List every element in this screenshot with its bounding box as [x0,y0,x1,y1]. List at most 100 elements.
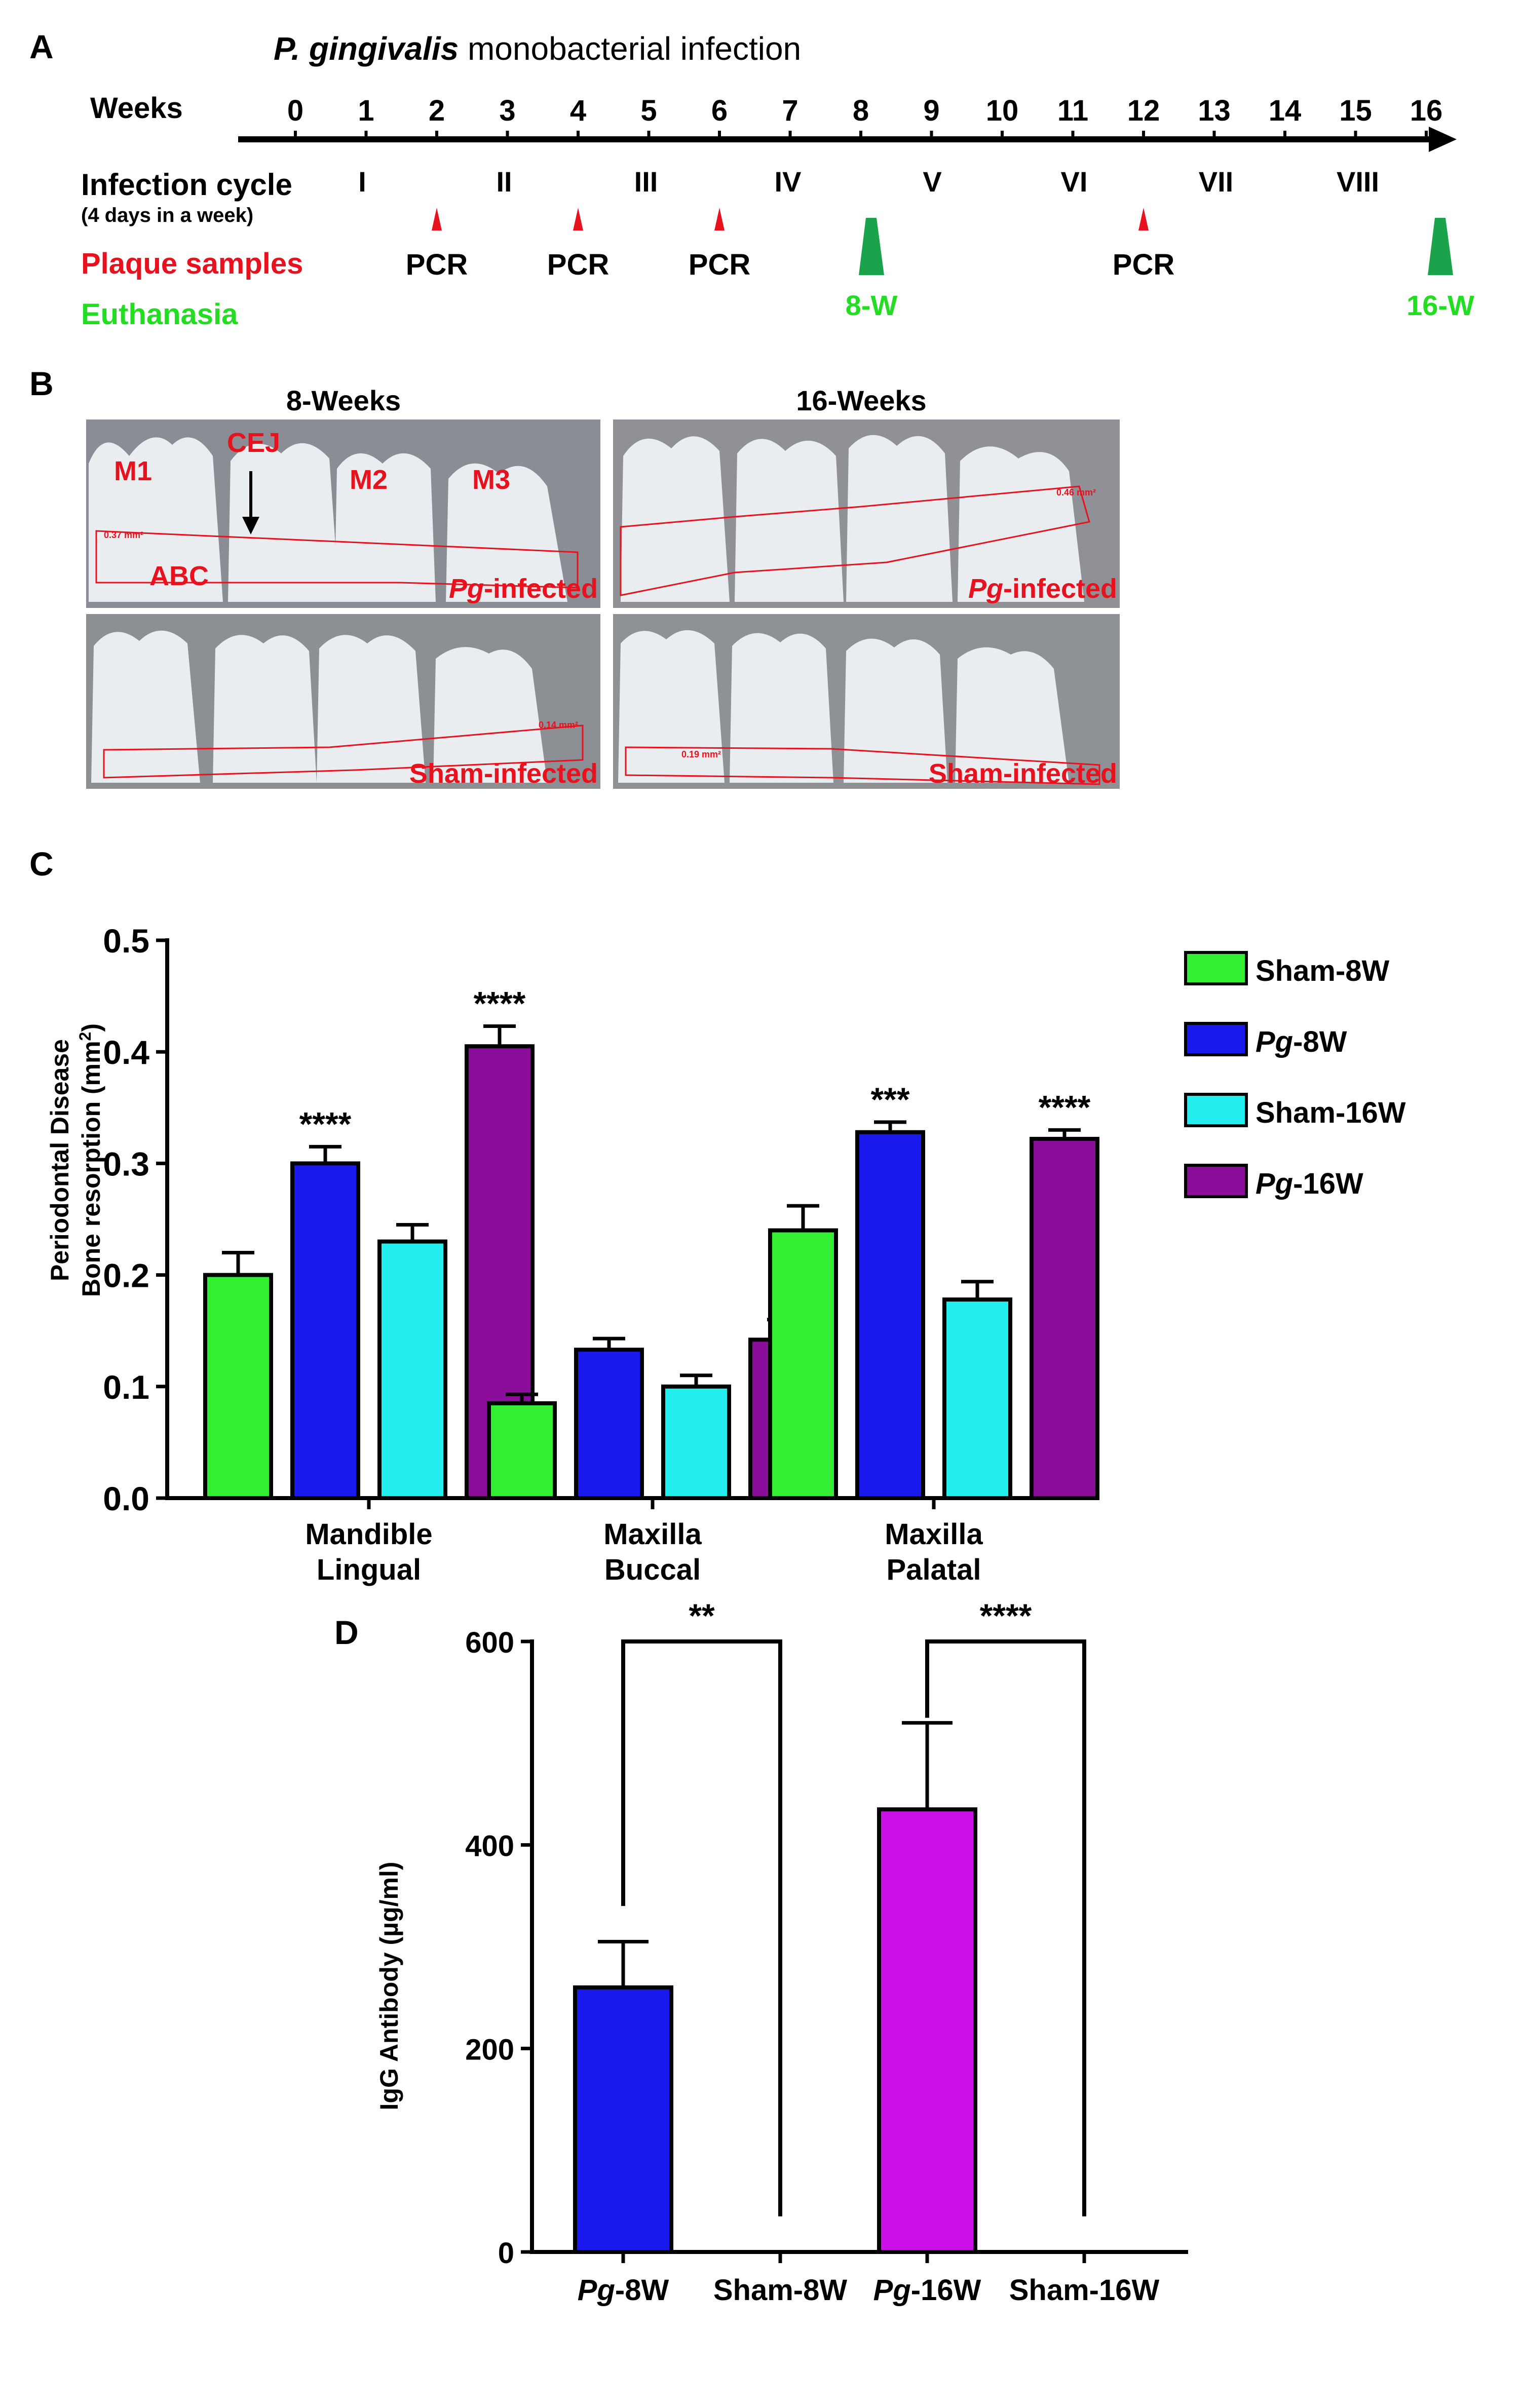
significance-marker: **** [1039,1088,1091,1126]
infected-label: Pg-infected [968,574,1117,604]
euthanasia-16w-label: 16-W [1406,289,1474,321]
legend-label-pg-8w: Pg-8W [1255,1025,1347,1058]
panel-a: A P. gingivalis monobacterial infection … [29,28,1474,331]
chart-d-category-label-pg-8w: Pg-8W [578,2274,669,2307]
panel-b: B 8-Weeks 16-Weeks M1 CEJ M2 M3 ABC 0.37… [29,365,1120,789]
bar-pg-16w-maxilla-palatal [1030,1136,1099,1501]
euthanasia-label: Euthanasia [81,298,238,331]
week-label-10: 10 [986,94,1019,127]
category-label-rest: Sham-8W [713,2274,848,2307]
bar-pg-8w [573,1985,673,2254]
area-measurement: 0.19 mm² [681,749,721,759]
infection-cycles: I II III IV V VI VII VIII [358,166,1379,198]
euthanasia-triangle-8w [859,218,884,275]
chart-c-ytick-label-0.4: 0.4 [103,1034,149,1071]
pcr-label-week-12: PCR [1113,248,1174,281]
bar-sham-16w-mandible-lingual [377,1239,447,1501]
week-label-1: 1 [358,94,374,127]
bone-loss-outline [103,724,584,779]
chart-c-category-label-line2: Buccal [604,1553,701,1586]
chart-c-ytick-label-0.0: 0.0 [103,1480,149,1517]
panel-c: C Periodontal Disease Bone resorption (m… [29,845,1406,1586]
week-label-2: 2 [429,94,445,127]
bar-sham-16w-maxilla-buccal [661,1384,731,1501]
pcr-label-week-4: PCR [547,248,609,281]
legend-label-rest: -16W [1293,1167,1363,1200]
week-ticks: 0 1 2 3 4 5 6 7 8 9 10 11 12 13 14 15 16 [287,94,1442,139]
pcr-label-week-6: PCR [689,248,750,281]
euthanasia-marker-8w: 8-W [846,218,898,321]
week-label-11: 11 [1057,94,1088,127]
infection-cycle-label: Infection cycle [81,168,292,202]
legend-label-pg-16w: Pg-16W [1255,1167,1363,1200]
infection-cycle-VIII: VIII [1337,166,1379,198]
category-label-rest: -16W [911,2274,981,2307]
week-label-12: 12 [1127,94,1160,127]
area-measurement: 0.46 mm² [1056,487,1096,498]
panel-c-label: C [29,845,54,883]
photo-8w-pg-infected: M1 CEJ M2 M3 ABC 0.37 mm² Pg-infected [86,419,600,608]
pcr-label-week-2: PCR [406,248,468,281]
chart-c-ytick-label-0.3: 0.3 [103,1145,149,1182]
chart-d-ytick-label-0: 0 [498,2237,514,2270]
chart-c-ylabel-line2: Bone resorption (mm2) [76,1023,105,1297]
infected-label-italic: Pg [449,574,484,604]
panel-b-label: B [29,365,54,402]
timeline-title: P. gingivalis monobacterial infection [274,30,801,67]
tooth-m2 [846,435,953,602]
panel-d-label: D [334,1614,359,1651]
chart-d-ylabel: IgG Antibody (µg/ml) [375,1862,403,2111]
week-label-16: 16 [1410,94,1443,127]
legend-swatch-sham-8w [1184,951,1248,985]
chart-c-ylabel-main: Bone resorption (mm [77,1041,105,1297]
chart-d-category-label-pg-16w: Pg-16W [873,2274,981,2307]
infection-cycle-VII: VII [1199,166,1233,198]
bar-pg-8w-maxilla-buccal [574,1348,644,1501]
week-label-3: 3 [499,94,515,127]
week-label-0: 0 [287,94,303,127]
infection-cycle-IV: IV [775,166,802,198]
pcr-markers: PCR PCR PCR PCR [406,208,1174,281]
plaque-sample-marker-week-12 [1138,208,1149,231]
week-label-7: 7 [782,94,798,127]
bone-loss-outline [625,746,1100,785]
chart-c-ylabel: Periodontal Disease Bone resorption (mm2… [46,1023,105,1297]
category-label-rest: -8W [615,2274,669,2307]
chart-c-category-label-line2: Lingual [317,1553,421,1586]
area-measurement: 0.37 mm² [104,530,143,540]
tooth-m1b [735,439,844,602]
plaque-sample-marker-week-2 [432,208,442,231]
bar-sham-8w-maxilla-palatal [768,1228,838,1500]
bar-sham-8w-maxilla-buccal [487,1401,557,1501]
week-label-9: 9 [923,94,939,127]
tooth-m1 [89,437,223,602]
week-label-4: 4 [570,94,586,127]
column-title-16-weeks: 16-Weeks [796,385,926,416]
cej-label: CEJ [227,428,280,458]
category-label-italic: Pg [578,2274,615,2307]
week-label-8: 8 [853,94,869,127]
euthanasia-8w-label: 8-W [846,289,898,321]
significance-bracket [621,1639,782,2216]
category-label-rest: Sham-16W [1009,2274,1160,2307]
significance-marker: *** [870,1081,909,1118]
chart-d-category-label-sham-16w: Sham-16W [1009,2274,1160,2307]
legend-label-rest: Sham-8W [1255,954,1390,987]
infected-label: Pg-infected [449,574,598,604]
infection-cycle-sublabel: (4 days in a week) [81,204,253,226]
significance-marker: **** [299,1105,352,1142]
tooth-m1 [618,630,725,783]
bar-sham-8w-mandible-lingual [203,1273,273,1501]
sham-infected-label: Sham-infected [409,758,598,789]
week-label-14: 14 [1269,94,1302,127]
chart-c-category-label-line1: Maxilla [603,1518,702,1551]
area-measurement: 0.14 mm² [539,720,578,730]
tooth-m1b [228,443,339,602]
week-label-15: 15 [1339,94,1372,127]
tooth-m3 [955,647,1069,783]
infection-cycle-VI: VI [1061,166,1088,198]
column-title-8-weeks: 8-Weeks [286,385,401,416]
chart-c-category-label-line1: Maxilla [885,1518,983,1551]
